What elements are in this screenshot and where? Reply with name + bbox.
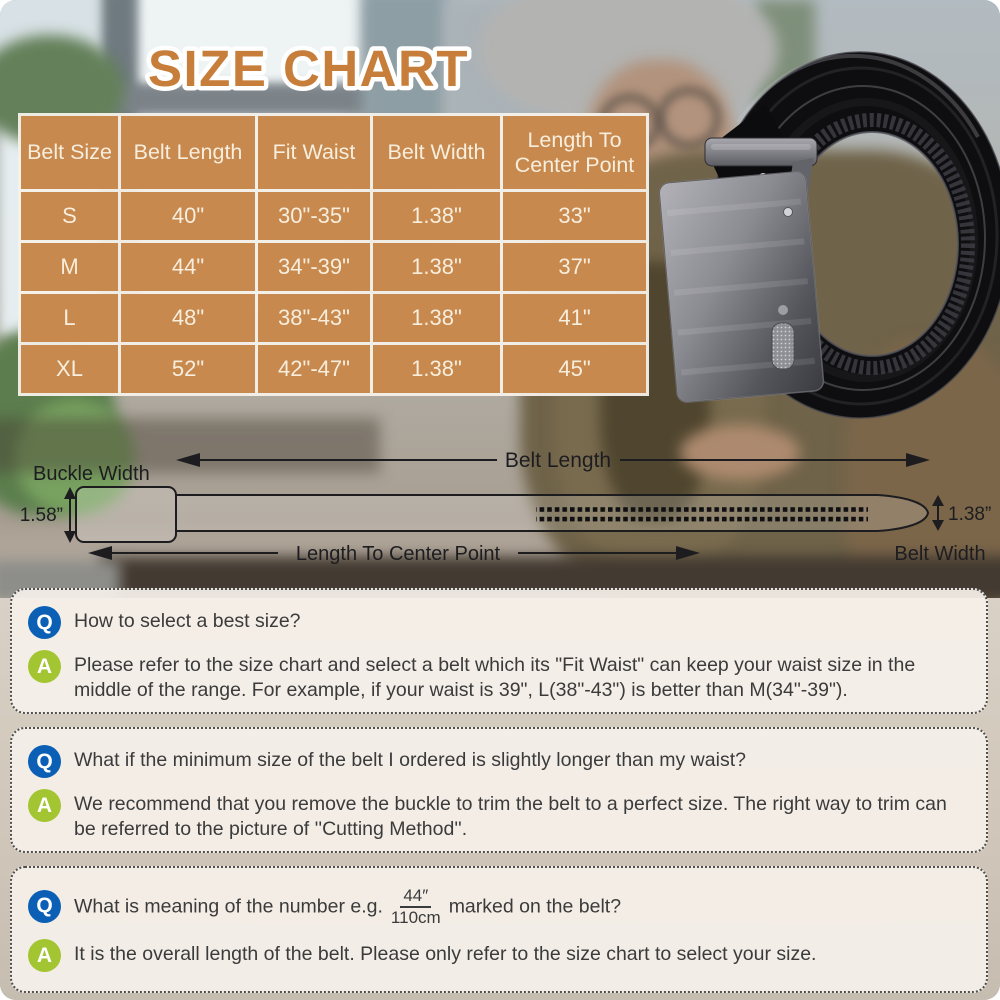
fraction-inches: 44″ <box>400 886 432 909</box>
bg-man-glasses <box>658 88 720 148</box>
page-title-text: SIZE CHART <box>148 40 469 97</box>
answer-text: Please refer to the size chart and selec… <box>74 654 916 701</box>
buckle-width-label: Buckle Width <box>33 463 150 485</box>
belt-product-photo <box>658 51 1000 419</box>
question-badge: Q <box>28 606 61 639</box>
table-cell: 44" <box>121 243 255 291</box>
question-text-suffix: marked on the belt? <box>448 895 622 918</box>
belt-length-label: Belt Length <box>505 449 611 472</box>
table-cell: 1.38" <box>373 243 500 291</box>
table-header-cell: Belt Size <box>21 116 118 189</box>
question-row: Q How to select a best size? <box>28 606 970 639</box>
belt-measurement-diagram: Buckle Width 1.58” Belt Length Length To… <box>20 449 992 565</box>
buckle-release-lever <box>771 322 795 370</box>
table-cell: 34"-39" <box>258 243 370 291</box>
bg-window-pane <box>138 0 363 85</box>
bg-man-hand <box>680 425 800 480</box>
answer-row: A Please refer to the size chart and sel… <box>28 650 970 702</box>
table-cell: 41" <box>503 294 646 342</box>
answer-badge: A <box>28 650 61 683</box>
belt-width-label: Belt Width <box>894 543 985 565</box>
length-to-center-label: Length To Center Point <box>296 543 501 565</box>
question-badge: Q <box>28 745 61 778</box>
table-header-cell: Fit Waist <box>258 116 370 189</box>
table-cell: 1.38" <box>373 192 500 240</box>
answer-badge: A <box>28 939 61 973</box>
table-cell: 30"-35" <box>258 192 370 240</box>
answer-row: A We recommend that you remove the buckl… <box>28 789 970 841</box>
table-cell: 33" <box>503 192 646 240</box>
question-text: What is meaning of the number e.g. 44″ 110… <box>74 884 621 928</box>
question-text: How to select a best size? <box>74 610 301 632</box>
ratchet-track <box>536 506 868 526</box>
belt-buckle <box>658 137 825 403</box>
answer-badge: A <box>28 789 61 822</box>
table-cell: 38"-43" <box>258 294 370 342</box>
answer-row: A It is the overall length of the belt. … <box>28 939 970 973</box>
question-badge: Q <box>28 889 61 923</box>
table-cell: 52" <box>121 345 255 393</box>
table-cell: S <box>21 192 118 240</box>
question-text-prefix: What is meaning of the number e.g. <box>74 895 383 918</box>
table-cell: 1.38" <box>373 345 500 393</box>
question-row: Q What if the minimum size of the belt I… <box>28 745 970 778</box>
belt-width-value: 1.38” <box>948 504 991 525</box>
page-title: SIZE CHART <box>144 36 473 102</box>
table-cell: 37" <box>503 243 646 291</box>
table-cell: 45" <box>503 345 646 393</box>
table-header-cell: Belt Length <box>121 116 255 189</box>
qa-panel-1: Q How to select a best size? A Please re… <box>10 588 988 714</box>
buckle-height-value: 1.58” <box>20 505 63 526</box>
table-cell: XL <box>21 345 118 393</box>
question-text: What if the minimum size of the belt I o… <box>74 749 746 771</box>
table-header-cell: Belt Width <box>373 116 500 189</box>
table-header-cell: Length To Center Point <box>503 116 646 189</box>
question-row: Q What is meaning of the number e.g. 44″ 1… <box>28 884 970 928</box>
table-cell: 42"-47" <box>258 345 370 393</box>
table-cell: 1.38" <box>373 294 500 342</box>
qa-panel-2: Q What if the minimum size of the belt I… <box>10 727 988 853</box>
qa-panel-3: Q What is meaning of the number e.g. 44″ 1… <box>10 866 988 993</box>
answer-text: It is the overall length of the belt. Pl… <box>74 943 817 966</box>
fraction-cm: 110cm <box>390 908 441 928</box>
table-cell: M <box>21 243 118 291</box>
answer-text: We recommend that you remove the buckle … <box>74 793 947 840</box>
size-chart-table: Belt Size Belt Length Fit Waist Belt Wid… <box>18 113 649 396</box>
table-cell: 48" <box>121 294 255 342</box>
table-cell: 40" <box>121 192 255 240</box>
table-cell: L <box>21 294 118 342</box>
belt-marking-fraction: 44″ 110cm <box>391 886 441 927</box>
